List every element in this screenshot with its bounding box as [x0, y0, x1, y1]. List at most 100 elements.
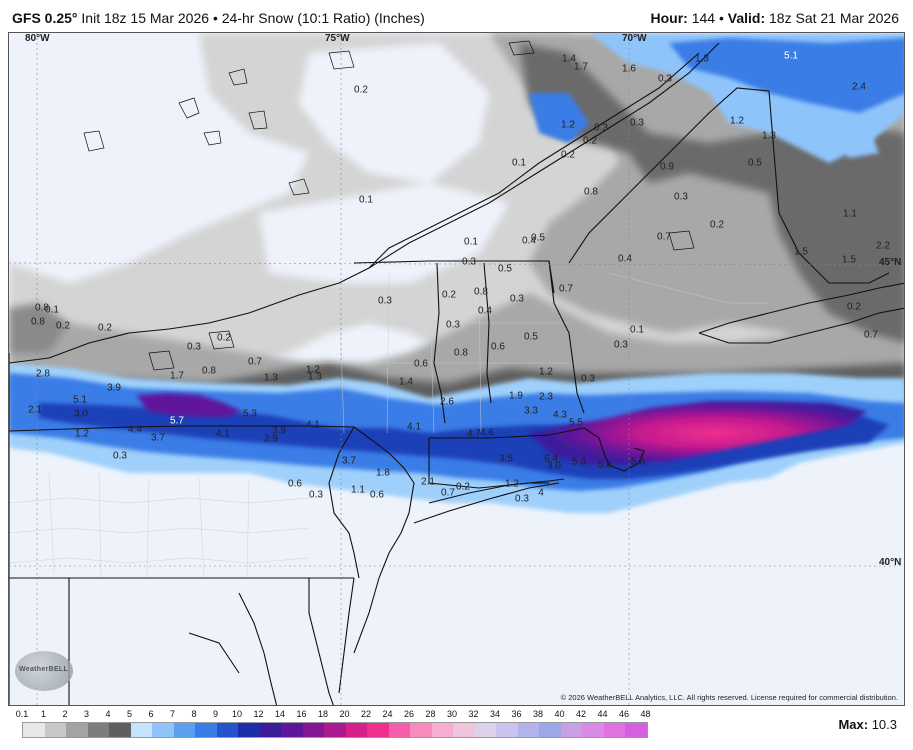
map-graphics [9, 33, 904, 705]
legend-swatch [560, 723, 582, 737]
legend-tick: 36 [511, 709, 522, 719]
legend-swatch [453, 723, 475, 737]
snow-value-label: 0.6 [288, 478, 302, 490]
snow-value-label: 5.7 [170, 415, 184, 427]
hour-value: 144 [691, 10, 716, 26]
snow-value-label: 2.2 [876, 240, 890, 252]
snow-value-label: 0.2 [710, 219, 724, 231]
graticule [9, 33, 904, 705]
snow-value-label: 3.9 [107, 382, 121, 394]
snow-value-label: 2.3 [539, 391, 553, 403]
snow-value-label: 0.6 [370, 489, 384, 501]
snowfall-map[interactable]: 80°W 75°W 70°W 45°N 40°N 1.4 1.7 1.6 0.3 1.3… [8, 32, 905, 706]
legend-swatch [582, 723, 604, 737]
snow-value-label: 1.2 [539, 366, 553, 378]
snow-value-label: 0.4 [618, 253, 632, 265]
snow-value-label: 0.5 [531, 232, 545, 244]
county-grid [9, 272, 769, 579]
snow-value-label: 0.4 [478, 305, 492, 317]
init-time: Init 18z 15 Mar 2026 [81, 10, 210, 26]
max-value-label: Max: 10.3 [838, 717, 897, 732]
snow-value-label: 3.7 [151, 432, 165, 444]
snow-value-label: 0.1 [464, 236, 478, 248]
lat-label-40n: 40°N [879, 557, 902, 568]
snow-value-label: 1.4 [399, 376, 413, 388]
snow-value-label: 0.2 [217, 332, 231, 344]
legend-swatch [474, 723, 496, 737]
snow-value-label: 1.3 [308, 371, 322, 383]
snow-value-label: 1.5 [842, 254, 856, 266]
snow-value-label: 1.2 [75, 428, 89, 440]
snow-value-label: 1.4 [562, 53, 576, 65]
legend-tick: 14 [274, 709, 286, 719]
snow-value-label: 0.2 [583, 135, 597, 147]
snow-magenta-east [529, 401, 867, 465]
snow-value-label: 4.3 [553, 409, 567, 421]
snow-value-label: 5.8 [631, 456, 645, 468]
state-borders [9, 42, 904, 705]
snow-value-label: 2.1 [28, 404, 42, 416]
legend-tick: 3 [83, 709, 90, 719]
legend-swatch [238, 723, 260, 737]
legend-swatch [388, 723, 410, 737]
legend-swatch [603, 723, 625, 737]
legend-tick: 12 [253, 709, 264, 719]
snow-value-label: 0.3 [674, 191, 688, 203]
snow-value-label: 4.4 [128, 424, 142, 436]
snow-value-label: 0.2 [56, 320, 70, 332]
snow-value-label: 0.7 [657, 231, 671, 243]
snow-value-label: 2.6 [440, 396, 454, 408]
legend-tick: 22 [360, 709, 372, 719]
snow-value-label: 3.0 [74, 408, 88, 420]
legend-swatch [259, 723, 281, 737]
legend-tick: 34 [489, 709, 501, 719]
snow-value-label: 4.6 [480, 427, 494, 439]
legend-swatch [109, 723, 131, 737]
snow-value-label: 1.7 [574, 61, 588, 73]
legend-swatch [517, 723, 539, 737]
snow-value-label: 0.3 [581, 373, 595, 385]
hour-label: Hour: [650, 10, 688, 26]
legend-swatch [44, 723, 66, 737]
snow-value-label: 4.1 [306, 419, 320, 431]
snow-value-label: 0.3 [630, 117, 644, 129]
snow-value-label: 0.3 [378, 295, 392, 307]
legend-tick: 7 [169, 709, 176, 719]
snow-value-label: 1.2 [505, 478, 519, 490]
snow-value-label: 0.3 [462, 256, 476, 268]
snow-value-label: 1.3 [695, 53, 709, 65]
max-label: Max: [838, 717, 869, 732]
legend-swatch [281, 723, 303, 737]
snow-value-label: 0.1 [512, 157, 526, 169]
snow-value-label: 0.3 [510, 293, 524, 305]
snow-value-label: 0.5 [498, 263, 512, 275]
legend-tick: 24 [382, 709, 393, 719]
legend-tick: 18 [317, 709, 329, 719]
legend-tick: 6 [148, 709, 154, 719]
legend-tick: 0.1 [15, 709, 29, 719]
snow-value-label: 1.9 [509, 390, 523, 402]
legend-swatch [539, 723, 561, 737]
lon-label-70w: 70°W [622, 33, 647, 44]
snow-value-label: 0.7 [559, 283, 573, 295]
snow-value-label: 2.4 [852, 81, 866, 93]
snow-value-label: 0.8 [31, 316, 45, 328]
snow-value-label: 1.1 [843, 208, 857, 220]
legend-swatch [431, 723, 453, 737]
legend-swatch [66, 723, 88, 737]
max-value: 10.3 [871, 717, 897, 732]
forecast-time: Hour: 144 • Valid: 18z Sat 21 Mar 2026 [651, 10, 900, 26]
snow-value-label: 5.3 [243, 408, 257, 420]
snow-value-label: 3.3 [524, 405, 538, 417]
snow-value-label: 0.3 [658, 73, 672, 85]
legend-tick: 2 [62, 709, 68, 719]
snow-value-label: 4 [538, 487, 544, 499]
snow-value-label: 0.5 [524, 331, 538, 343]
snow-value-label: 1.6 [622, 63, 636, 75]
legend-tick: 10 [231, 709, 243, 719]
legend-swatch [130, 723, 152, 737]
legend-tick: 9 [212, 709, 219, 719]
snow-value-label: 0.9 [660, 161, 674, 173]
valid-value: 18z Sat 21 Mar 2026 [769, 10, 899, 26]
snow-value-label: 1.5 [794, 246, 808, 258]
